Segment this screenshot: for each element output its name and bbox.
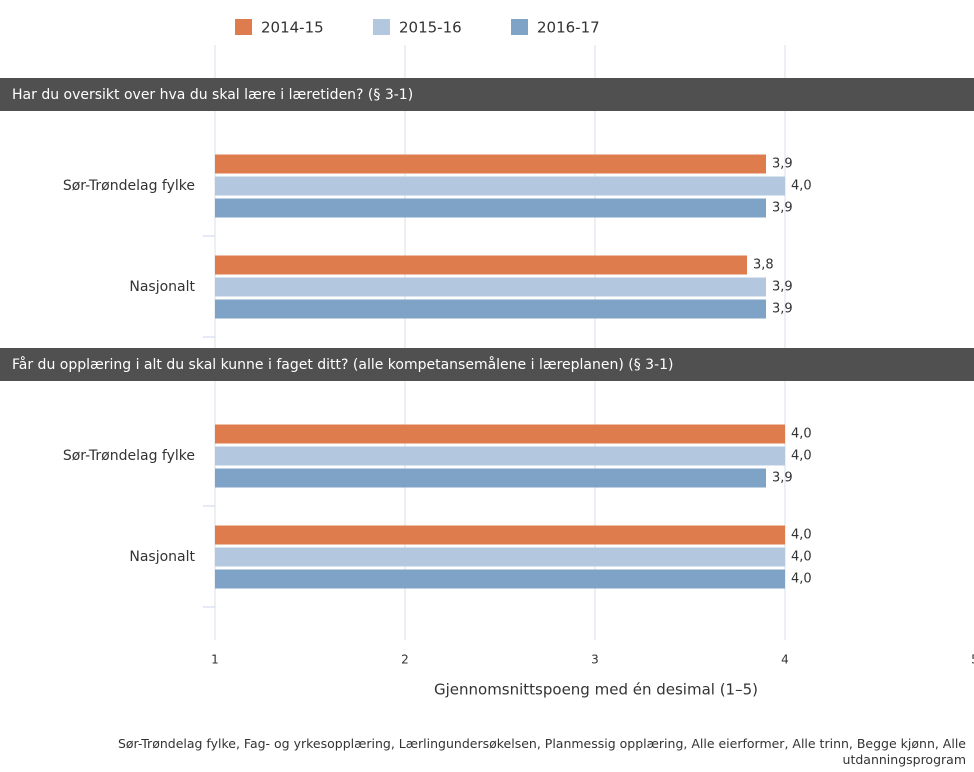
bar bbox=[215, 446, 785, 466]
bar bbox=[215, 255, 747, 275]
legend-swatch bbox=[235, 19, 252, 35]
x-tick-label: 2 bbox=[401, 653, 409, 667]
x-tick-label: 4 bbox=[781, 653, 789, 667]
data-label: 3,9 bbox=[772, 157, 793, 172]
data-label: 4,0 bbox=[791, 528, 812, 543]
panel-title: Får du opplæring i alt du skal kunne i f… bbox=[12, 356, 674, 373]
data-label: 3,9 bbox=[772, 302, 793, 317]
data-label: 4,0 bbox=[791, 572, 812, 587]
x-tick-label: 1 bbox=[211, 653, 219, 667]
bar bbox=[215, 468, 766, 488]
x-tick-label: 5 bbox=[971, 653, 974, 667]
data-label: 4,0 bbox=[791, 427, 812, 442]
legend-label: 2014-15 bbox=[261, 19, 324, 37]
legend-swatch bbox=[373, 19, 390, 35]
x-axis-label: Gjennomsnittspoeng med én desimal (1–5) bbox=[434, 681, 758, 699]
legend-label: 2015-16 bbox=[399, 19, 462, 37]
x-tick-label: 3 bbox=[591, 653, 599, 667]
category-label: Nasjonalt bbox=[129, 279, 195, 295]
category-label: Nasjonalt bbox=[129, 549, 195, 565]
footnote: Sør-Trøndelag fylke, Fag- og yrkesopplær… bbox=[117, 736, 966, 767]
panel-title: Har du oversikt over hva du skal lære i … bbox=[12, 87, 413, 103]
bar bbox=[215, 525, 785, 545]
bar bbox=[215, 154, 766, 174]
chart: Gjennomsnittspoeng med én desimal (1–5) … bbox=[0, 19, 974, 699]
category-label: Sør-Trøndelag fylke bbox=[63, 178, 195, 194]
data-label: 3,9 bbox=[772, 201, 793, 216]
bar bbox=[215, 299, 766, 319]
data-label: 4,0 bbox=[791, 179, 812, 194]
legend-swatch bbox=[511, 19, 528, 35]
data-label: 4,0 bbox=[791, 550, 812, 565]
bar bbox=[215, 198, 766, 218]
panel-header bbox=[0, 348, 974, 381]
data-label: 3,9 bbox=[772, 280, 793, 295]
bar bbox=[215, 569, 785, 589]
category-label: Sør-Trøndelag fylke bbox=[63, 448, 195, 464]
data-label: 3,9 bbox=[772, 471, 793, 486]
panel-header bbox=[0, 78, 974, 111]
bar bbox=[215, 176, 785, 196]
legend-label: 2016-17 bbox=[537, 19, 600, 37]
bar bbox=[215, 547, 785, 567]
bar bbox=[215, 424, 785, 444]
data-label: 4,0 bbox=[791, 449, 812, 464]
bar bbox=[215, 277, 766, 297]
data-label: 3,8 bbox=[753, 258, 774, 273]
